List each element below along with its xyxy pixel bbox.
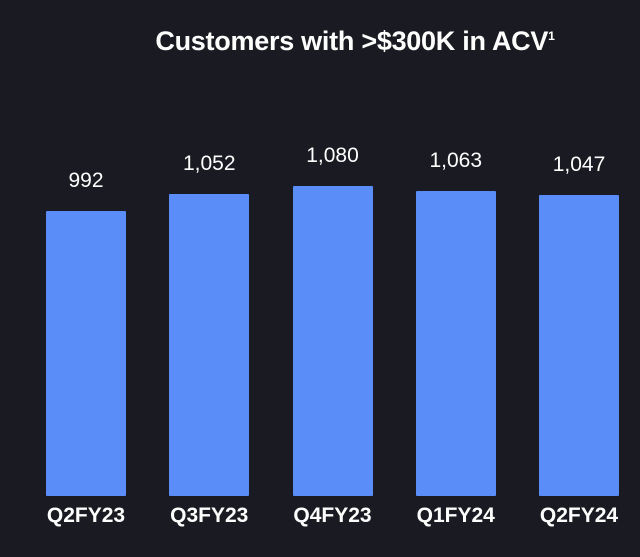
bar-value-label-q1fy24: 1,063 — [429, 148, 483, 172]
x-axis-label-q3fy23: Q3FY23 — [170, 504, 249, 527]
x-axis-label-q1fy24: Q1FY24 — [416, 504, 495, 527]
x-axis-labels: Q2FY23 Q3FY23 Q4FY23 Q1FY24 Q2FY24 — [46, 503, 619, 528]
chart-title-row: Customers with >$300K in ACV1 — [70, 25, 640, 57]
chart-title: Customers with >$300K in ACV1 — [70, 25, 640, 57]
bar-value-label-q2fy23: 992 — [68, 168, 104, 192]
bar-column-q4fy23: 1,080 — [292, 140, 373, 496]
bar-value-label-q2fy24: 1,047 — [552, 152, 606, 176]
bar-q2fy24 — [539, 195, 619, 496]
chart-title-text: Customers with >$300K in ACV — [155, 26, 549, 56]
bar-column-q2fy23: 992 — [46, 140, 126, 496]
bar-q3fy23 — [169, 194, 250, 496]
chart-title-footnote-marker: 1 — [548, 29, 555, 43]
bar-column-q2fy24: 1,047 — [539, 140, 619, 496]
bar-column-q1fy24: 1,063 — [415, 140, 496, 496]
bar-column-q3fy23: 1,052 — [169, 140, 250, 496]
bar-q4fy23 — [292, 186, 373, 496]
bar-q2fy23 — [46, 211, 126, 496]
bar-value-label-q4fy23: 1,080 — [306, 143, 359, 167]
bar-value-label-q3fy23: 1,052 — [182, 151, 236, 175]
bar-q1fy24 — [415, 191, 496, 496]
x-axis-label-q2fy24: Q2FY24 — [539, 504, 619, 527]
x-axis-label-q2fy23: Q2FY23 — [46, 504, 126, 527]
plot-area: 992 1,052 1,080 1,063 1,047 — [46, 140, 619, 496]
x-axis-label-q4fy23: Q4FY23 — [293, 504, 372, 527]
